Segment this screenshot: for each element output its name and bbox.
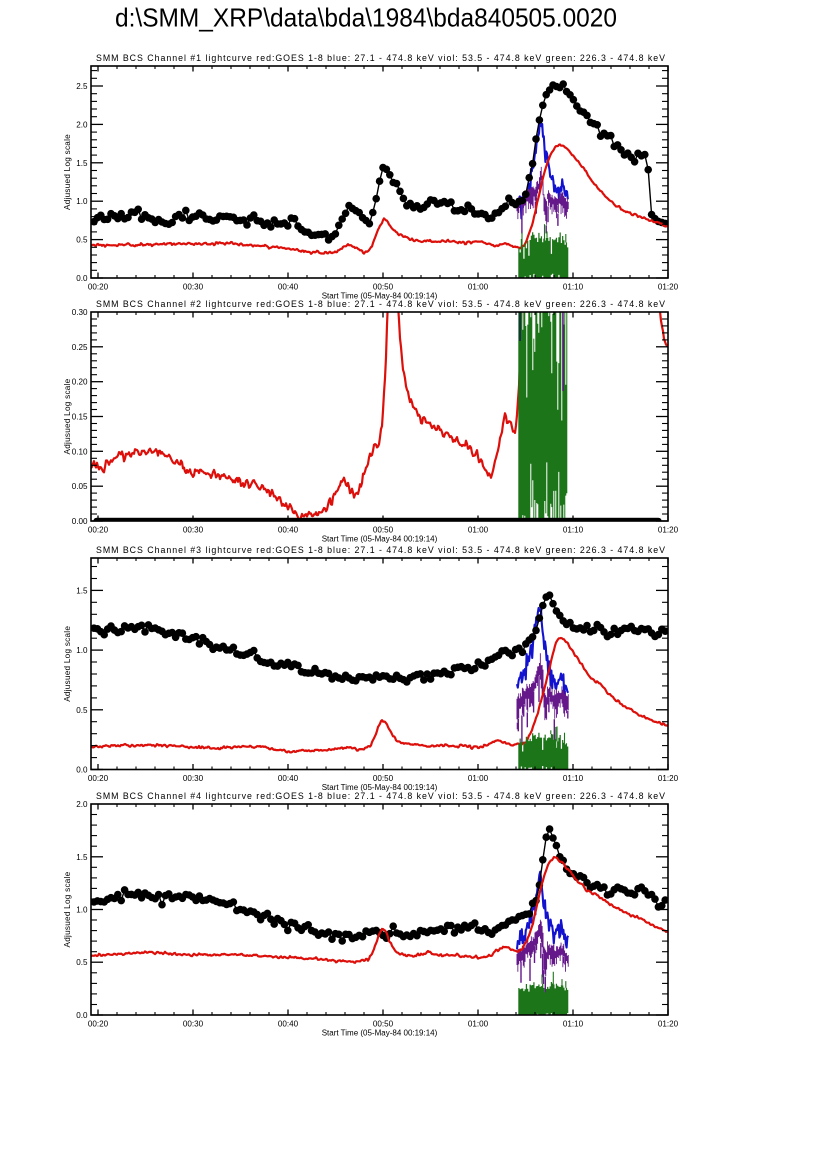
svg-text:SMM BCS Channel #1 lightcurve: SMM BCS Channel #1 lightcurve red:GOES 1… — [96, 53, 665, 63]
svg-text:00:30: 00:30 — [183, 283, 204, 292]
svg-text:01:10: 01:10 — [563, 526, 584, 535]
svg-text:Adjusued Log scale: Adjusued Log scale — [63, 626, 72, 702]
svg-text:Start Time (05-May-84 00:19:14: Start Time (05-May-84 00:19:14) — [322, 292, 438, 301]
svg-text:Start Time (05-May-84 00:19:14: Start Time (05-May-84 00:19:14) — [322, 783, 438, 792]
svg-text:01:20: 01:20 — [658, 1020, 679, 1029]
svg-text:01:00: 01:00 — [468, 283, 489, 292]
svg-text:Start Time (05-May-84 00:19:14: Start Time (05-May-84 00:19:14) — [322, 1029, 438, 1038]
svg-text:00:50: 00:50 — [373, 526, 394, 535]
svg-text:0.05: 0.05 — [72, 482, 88, 491]
svg-text:01:10: 01:10 — [563, 1020, 584, 1029]
svg-text:2.0: 2.0 — [76, 120, 88, 129]
svg-text:Adjusued Log scale: Adjusued Log scale — [63, 871, 72, 947]
svg-text:01:10: 01:10 — [563, 774, 584, 783]
svg-text:00:40: 00:40 — [278, 1020, 299, 1029]
svg-text:0.5: 0.5 — [76, 236, 88, 245]
svg-text:1.0: 1.0 — [76, 906, 88, 915]
svg-text:00:50: 00:50 — [373, 283, 394, 292]
svg-text:00:30: 00:30 — [183, 774, 204, 783]
svg-text:00:20: 00:20 — [88, 1020, 109, 1029]
svg-text:1.5: 1.5 — [76, 853, 88, 862]
svg-text:SMM BCS Channel #2 lightcurve: SMM BCS Channel #2 lightcurve red:GOES 1… — [96, 299, 665, 309]
svg-text:01:20: 01:20 — [658, 526, 679, 535]
svg-text:Adjusued Log scale: Adjusued Log scale — [63, 378, 72, 454]
svg-text:01:10: 01:10 — [563, 283, 584, 292]
svg-text:00:30: 00:30 — [183, 1020, 204, 1029]
svg-text:00:20: 00:20 — [88, 526, 109, 535]
svg-text:2.5: 2.5 — [76, 82, 88, 91]
svg-text:01:20: 01:20 — [658, 774, 679, 783]
svg-text:1.0: 1.0 — [76, 197, 88, 206]
svg-text:00:20: 00:20 — [88, 283, 109, 292]
svg-text:00:30: 00:30 — [183, 526, 204, 535]
svg-text:0.0: 0.0 — [76, 766, 88, 775]
svg-text:d:\SMM_XRP\data\bda\1984\bda84: d:\SMM_XRP\data\bda\1984\bda840505.0020 — [115, 3, 617, 33]
svg-text:01:00: 01:00 — [468, 526, 489, 535]
svg-text:01:00: 01:00 — [468, 774, 489, 783]
svg-text:0.0: 0.0 — [76, 274, 88, 283]
svg-text:0.0: 0.0 — [76, 1011, 88, 1020]
svg-text:0.10: 0.10 — [72, 447, 88, 456]
svg-text:0.5: 0.5 — [76, 958, 88, 967]
svg-text:1.5: 1.5 — [76, 586, 88, 595]
svg-text:01:20: 01:20 — [658, 283, 679, 292]
svg-text:0.5: 0.5 — [76, 706, 88, 715]
svg-text:0.30: 0.30 — [72, 308, 88, 317]
svg-text:SMM BCS Channel #4 lightcurve: SMM BCS Channel #4 lightcurve red:GOES 1… — [96, 791, 665, 801]
svg-text:00:40: 00:40 — [278, 526, 299, 535]
svg-text:00:50: 00:50 — [373, 774, 394, 783]
svg-text:0.00: 0.00 — [72, 517, 88, 526]
svg-text:0.25: 0.25 — [72, 343, 88, 352]
svg-text:SMM BCS Channel #3 lightcurve: SMM BCS Channel #3 lightcurve red:GOES 1… — [96, 545, 665, 555]
svg-text:2.0: 2.0 — [76, 800, 88, 809]
svg-text:00:40: 00:40 — [278, 774, 299, 783]
svg-text:01:00: 01:00 — [468, 1020, 489, 1029]
svg-text:0.15: 0.15 — [72, 413, 88, 422]
svg-text:1.0: 1.0 — [76, 646, 88, 655]
svg-text:00:20: 00:20 — [88, 774, 109, 783]
svg-text:Adjusued Log scale: Adjusued Log scale — [63, 134, 72, 210]
svg-text:Start Time (05-May-84 00:19:14: Start Time (05-May-84 00:19:14) — [322, 535, 438, 544]
svg-text:0.20: 0.20 — [72, 378, 88, 387]
svg-text:00:50: 00:50 — [373, 1020, 394, 1029]
svg-text:1.5: 1.5 — [76, 159, 88, 168]
svg-text:00:40: 00:40 — [278, 283, 299, 292]
